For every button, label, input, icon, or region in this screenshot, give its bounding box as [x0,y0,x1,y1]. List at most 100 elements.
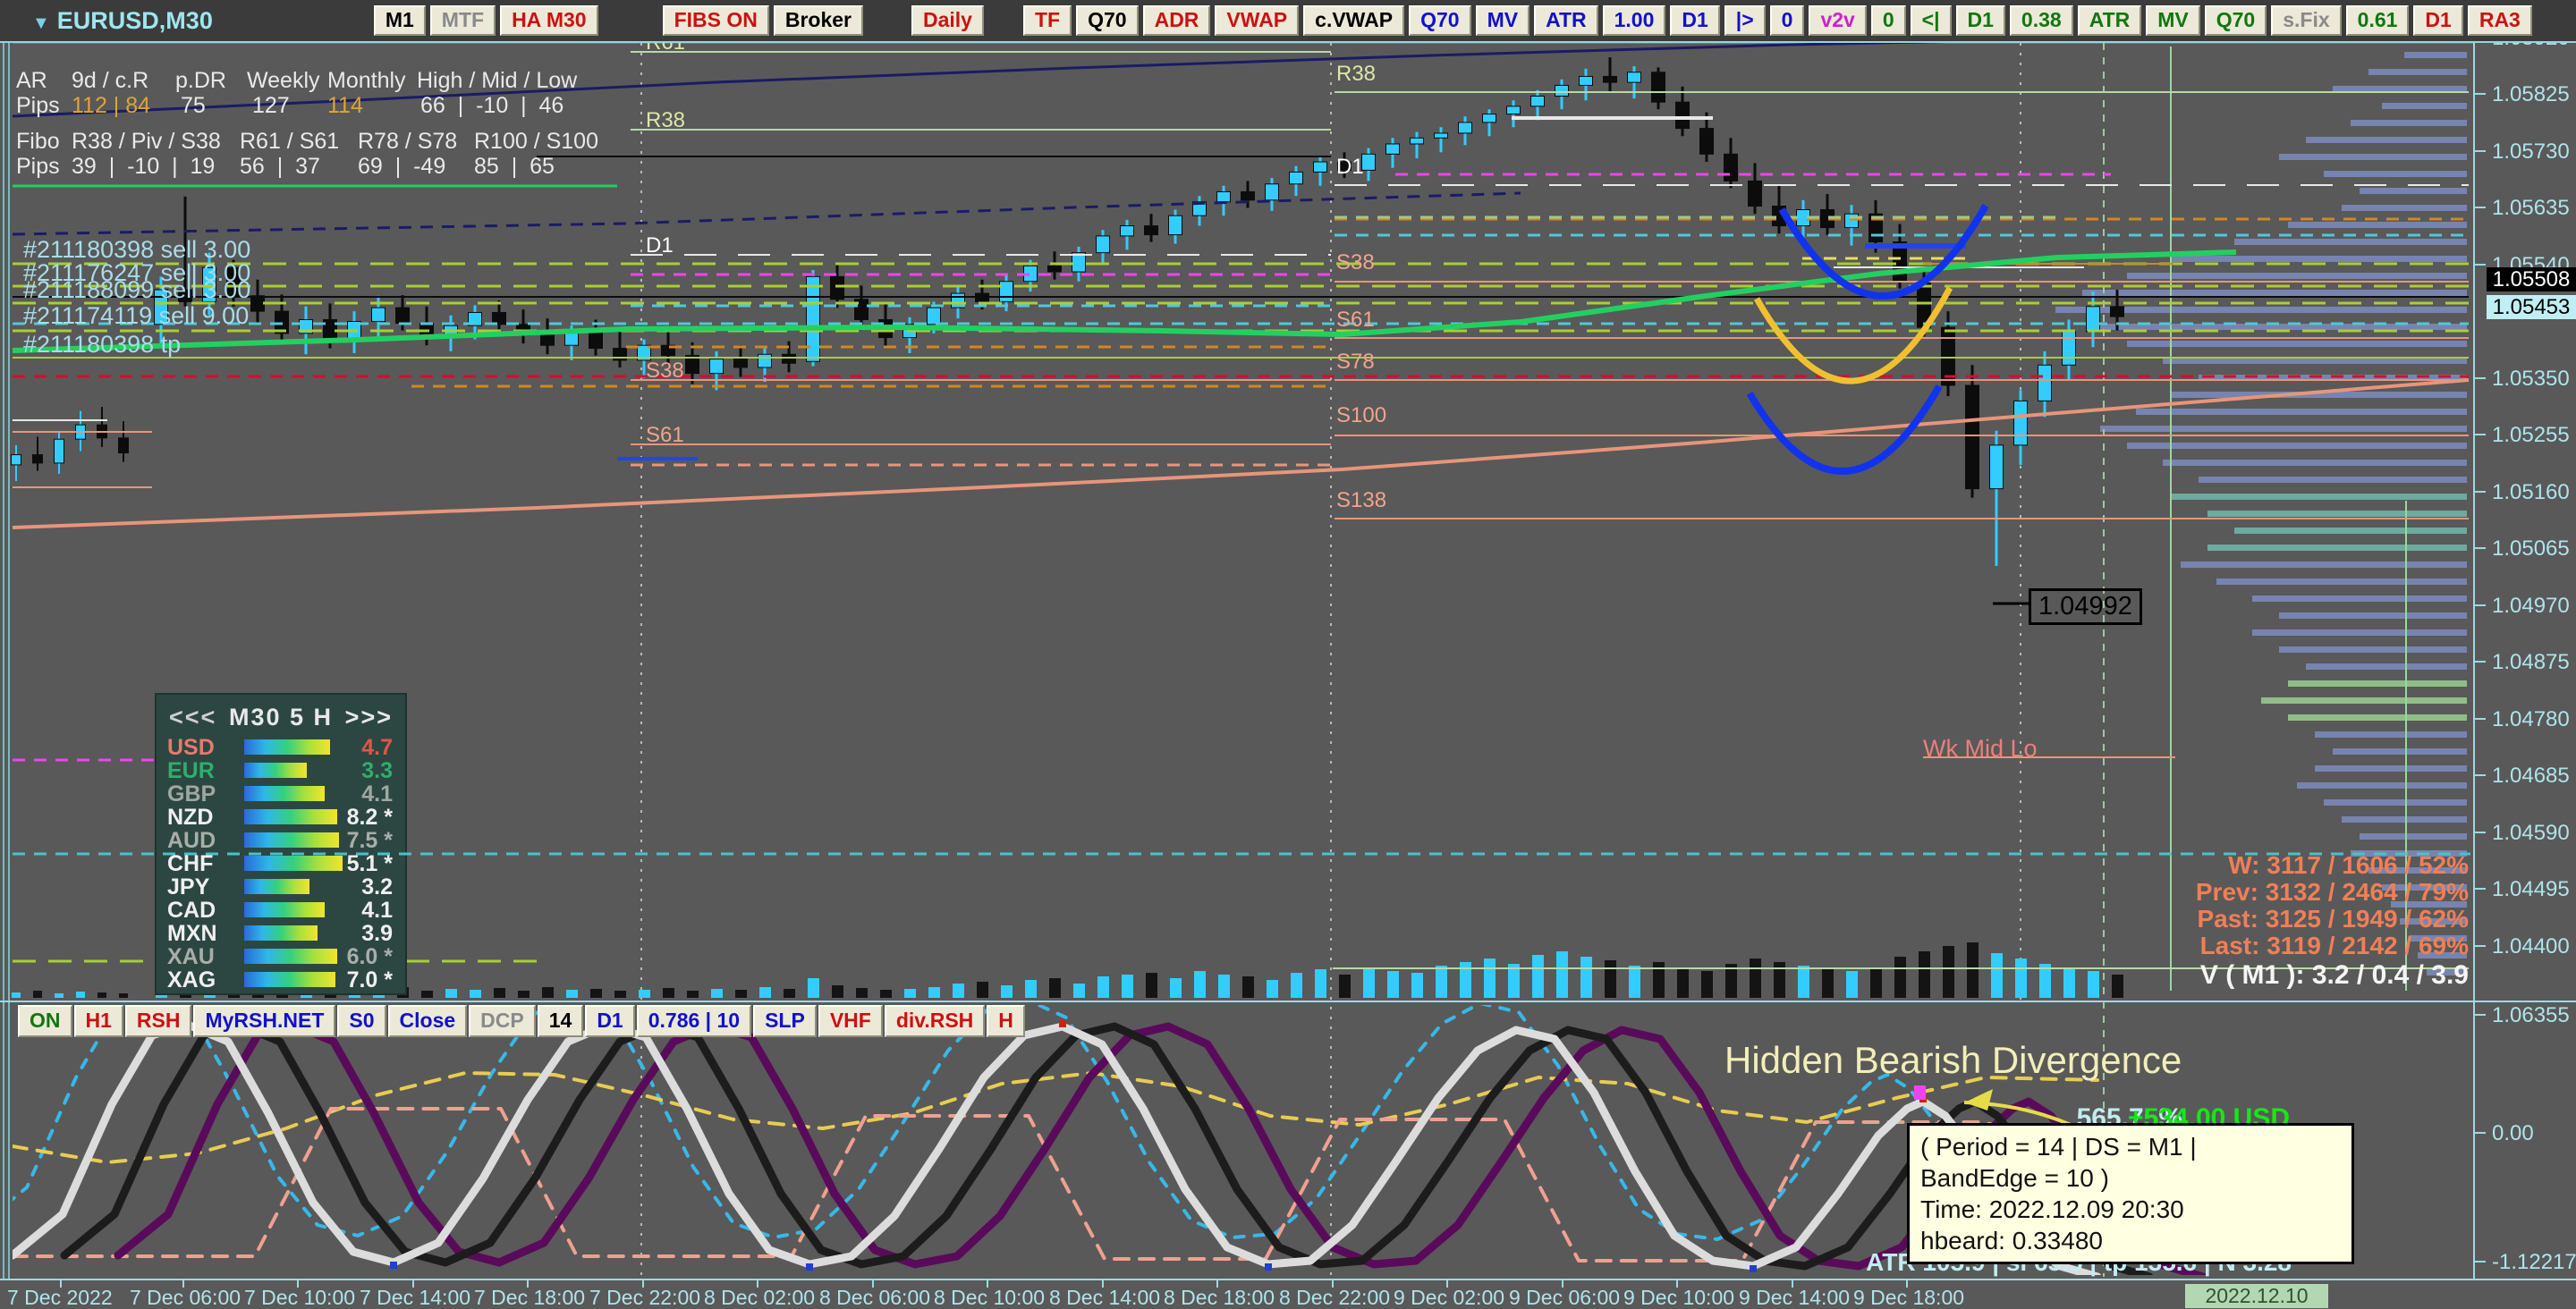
top-button-broker[interactable]: Broker [773,5,863,36]
pivot-label-s38: S38 [646,359,684,383]
strength-value: 3.9 [361,921,393,946]
top-button-tf[interactable]: TF [1022,5,1072,36]
strength-bar [244,763,307,778]
tooltip-line: Time: 2022.12.09 20:30 [1920,1195,2184,1223]
strength-value: 3.3 [361,758,393,783]
order-label: #211180398 tp [23,331,182,358]
info-cell: 75 [181,93,206,118]
price-tick: 1.05160 [2492,480,2570,504]
bottom-button-on[interactable]: ON [18,1005,72,1037]
pivot-label-s100: S100 [1336,403,1387,427]
top-button-v2v[interactable]: v2v [1809,5,1867,36]
bottom-button-s0[interactable]: S0 [337,1005,386,1037]
strength-prev-arrows[interactable]: <<< [169,704,217,731]
top-button-mtf[interactable]: MTF [429,5,496,36]
order-label: #211188099 sell 3.00 [23,276,251,303]
top-button--[interactable]: |> [1724,5,1766,36]
info-cell: R100 / S100 [474,129,598,154]
strength-bar [244,832,339,848]
strength-row-chf: CHF 5.1 * [157,851,405,876]
bottom-button-div-rsh[interactable]: div.RSH [884,1005,986,1037]
bottom-button-14[interactable]: 14 [537,1005,584,1037]
order-label: #211180398 sell 3.00 [23,236,251,263]
time-tick: 8 Dec 18:00 [1164,1286,1275,1309]
price-tick: 1.05635 [2492,196,2570,220]
top-button-d1[interactable]: D1 [1670,5,1720,36]
time-tick: 8 Dec 14:00 [1049,1286,1161,1309]
top-button-d1[interactable]: D1 [2413,5,2463,36]
top-button-ra3[interactable]: RA3 [2467,5,2532,36]
order-label: #211176247 sell 3.00 [23,259,251,286]
strength-row-xag: XAG 7.0 * [157,967,405,992]
top-button-m1[interactable]: M1 [373,5,426,36]
bottom-button-close[interactable]: Close [387,1005,468,1037]
bottom-button-slp[interactable]: SLP [753,1005,817,1037]
info-cell: 127 [252,93,290,118]
top-button-vwap[interactable]: VWAP [1215,5,1300,36]
chevron-down-icon[interactable]: ▼ [32,13,50,33]
top-button-atr[interactable]: ATR [2077,5,2142,36]
strength-timeframes[interactable]: M30 5 H [228,704,334,731]
oscillator-tick: 0.00 [2492,1121,2534,1145]
top-button--[interactable]: <| [1910,5,1952,36]
strength-row-aud: AUD 7.5 * [157,828,405,853]
top-toolbar-buttons: M1 MTF HA M30 FIBS ON Broker Daily TF Q70 ADR VWA… [373,5,2532,36]
price-tag-label: 1.04992 [2029,588,2142,625]
week-mid-low-label: Wk Mid Lo [1923,735,2038,762]
top-button-1-00[interactable]: 1.00 [1602,5,1666,36]
top-button-0-38[interactable]: 0.38 [2009,5,2073,36]
bottom-button-d1[interactable]: D1 [585,1005,635,1037]
top-button-d1[interactable]: D1 [1955,5,2005,36]
price-tick: 1.04495 [2492,877,2570,901]
top-button-mv[interactable]: MV [2146,5,2200,36]
info-cell: 85 | 65 [474,154,555,179]
top-toolbar: ▼ EURUSD,M30 M1 MTF HA M30 FIBS ON Broker Dail… [0,0,2576,43]
top-button-fibs-on[interactable]: FIBS ON [662,5,769,36]
top-button-adr[interactable]: ADR [1142,5,1211,36]
top-button-0[interactable]: 0 [1769,5,1805,36]
time-tick: 7 Dec 14:00 [360,1286,471,1309]
info-cell: 9d / c.R [72,68,149,93]
last-price-box: 1.05453 [2487,295,2576,319]
bottom-button-h1[interactable]: H1 [73,1005,123,1037]
time-tick: 7 Dec 22:00 [589,1286,701,1309]
pivot-label-s38: S38 [1336,250,1375,274]
info-cell: High / Mid / Low [417,68,578,93]
top-button-0[interactable]: 0 [1870,5,1906,36]
price-tick: 1.05350 [2492,367,2570,391]
price-tick: 1.04400 [2492,934,2570,959]
currency-code: XAG [167,967,216,992]
bottom-button-myrsh-net[interactable]: MyRSH.NET [193,1005,336,1037]
strength-bar [244,972,335,987]
top-button-q70[interactable]: Q70 [2204,5,2267,36]
info-cell: Weekly [247,68,320,93]
top-button-s-fix[interactable]: s.Fix [2271,5,2342,36]
top-button-0-61[interactable]: 0.61 [2345,5,2410,36]
top-button-q70[interactable]: Q70 [1409,5,1471,36]
strength-next-arrows[interactable]: >>> [344,704,393,731]
top-button-atr[interactable]: ATR [1534,5,1598,36]
bottom-button-rsh[interactable]: RSH [124,1005,192,1037]
price-tick: 1.05730 [2492,139,2570,164]
currency-strength-panel: <<< M30 5 H >>> USD 4.7 EUR 3.3 GBP 4.1 NZD 8.2… [155,693,407,995]
strength-bar [244,949,337,964]
time-tick: 9 Dec 02:00 [1394,1286,1505,1309]
bottom-button-vhf[interactable]: VHF [818,1005,883,1037]
top-button-q70[interactable]: Q70 [1076,5,1139,36]
top-button-c-vwap[interactable]: c.VWAP [1303,5,1405,36]
top-button-ha-m30[interactable]: HA M30 [500,5,598,36]
top-button-daily[interactable]: Daily [911,5,984,36]
price-tick: 1.05825 [2492,82,2570,106]
strength-bar [244,809,337,824]
bottom-button-dcp[interactable]: DCP [469,1005,536,1037]
top-button-mv[interactable]: MV [1475,5,1530,36]
bottom-button-0-786-10[interactable]: 0.786 | 10 [636,1005,752,1037]
currency-code: CHF [167,851,214,876]
oscillator-tick: 1.06355 [2492,1003,2570,1027]
bottom-button-h[interactable]: H [987,1005,1025,1037]
volume-stat-line: Prev: 3132 / 2464 / 79% [2195,878,2469,906]
strength-bar [244,739,330,755]
pivot-label-s61: S61 [646,423,684,447]
